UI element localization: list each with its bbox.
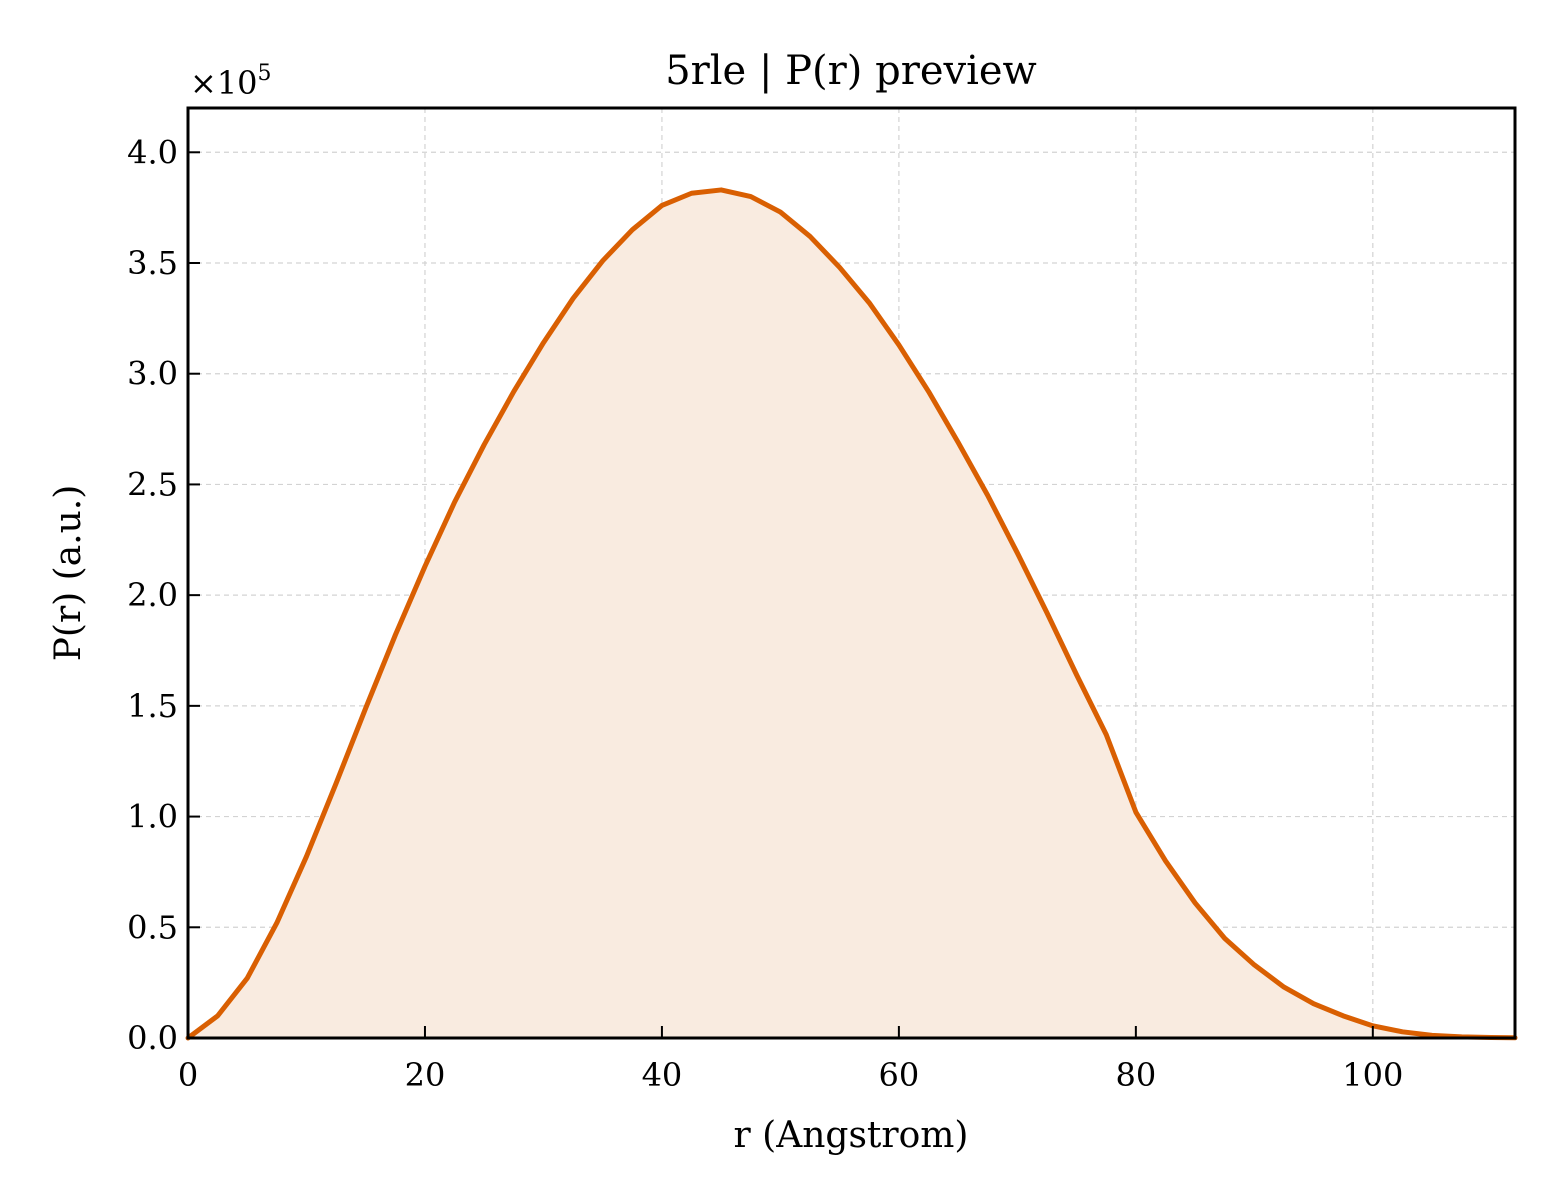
y-tick-label: 2.5 [127,465,178,503]
pr-area-fill [188,189,1515,1038]
x-axis-title: r (Angstrom) [734,1115,969,1156]
y-tick-label: 3.0 [127,355,178,393]
y-scale-exponent: 5 [258,61,272,86]
plot-frame [186,106,1517,1040]
y-tick-label: 4.0 [127,133,178,171]
x-tick-label: 80 [1115,1056,1156,1094]
x-tick-label: 100 [1342,1056,1403,1094]
ticks: 0 20 40 60 80 100 0.0 0.5 1.0 1.5 2.0 2.5 3.0 3.5 4.0 [127,133,1403,1094]
y-scale-base: ×10 [190,64,258,102]
x-tick-label: 60 [879,1056,920,1094]
y-tick-label: 2.0 [127,576,178,614]
x-tick-label: 40 [642,1056,683,1094]
chart-title: 5rle | P(r) preview [665,48,1037,94]
y-axis-title: P(r) (a.u.) [48,485,89,662]
y-scale-multiplier: ×105 [190,61,272,102]
x-tick-label: 20 [405,1056,446,1094]
y-tick-label: 0.5 [127,908,178,946]
y-tick-label: 3.5 [127,244,178,282]
y-tick-label: 1.5 [127,687,178,725]
pr-series-line [185,187,1518,1041]
y-tick-label: 0.0 [127,1019,178,1057]
x-tick-label: 0 [178,1056,198,1094]
y-tick-label: 1.0 [127,798,178,836]
